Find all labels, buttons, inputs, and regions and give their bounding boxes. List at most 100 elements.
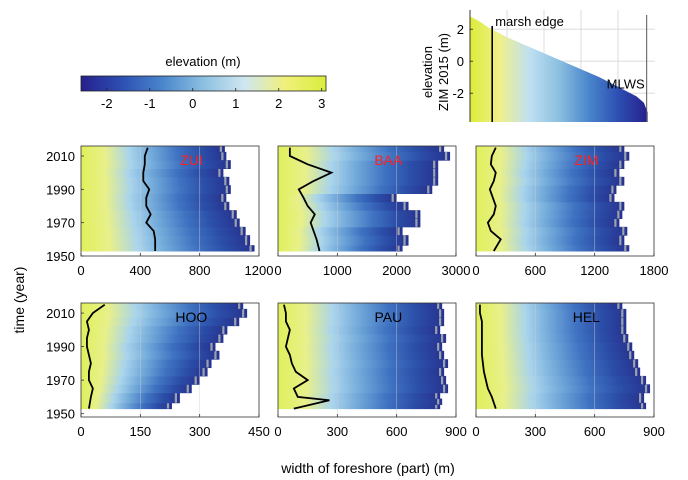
elevation-stripe bbox=[476, 160, 625, 169]
elevation-stripe bbox=[81, 392, 180, 404]
panel-frame bbox=[80, 145, 260, 257]
elevation-stripe bbox=[81, 193, 227, 203]
elevation-stripe bbox=[278, 226, 403, 236]
y-tick-label: 2010 bbox=[46, 306, 75, 321]
elevation-stripe bbox=[476, 350, 635, 360]
panel-frame bbox=[277, 302, 457, 418]
elevation-stripe bbox=[278, 342, 443, 352]
y-tick-label: 1970 bbox=[46, 373, 75, 388]
marsh-edge-label: marsh edge bbox=[495, 14, 564, 29]
profile-tick-label: 2 bbox=[457, 22, 464, 37]
elevation-stripe bbox=[81, 218, 240, 228]
x-tick-label: 600 bbox=[386, 424, 408, 439]
x-axis-title: width of foreshore (part) (m) bbox=[280, 460, 455, 476]
elevation-stripe bbox=[476, 359, 639, 369]
x-tick-label: 900 bbox=[643, 424, 665, 439]
x-tick-label: 0 bbox=[472, 424, 479, 439]
panel-baa: BAA 0 1000 2000 3000 bbox=[274, 145, 470, 278]
profile-ylabel-line: elevation bbox=[420, 46, 435, 98]
elevation-stripe bbox=[81, 146, 225, 153]
elevation-stripe bbox=[81, 226, 246, 236]
x-tick-label: 1000 bbox=[323, 263, 352, 278]
elevation-stripe bbox=[476, 384, 651, 394]
elevation-stripe bbox=[278, 160, 439, 169]
site-label: HOO bbox=[175, 309, 207, 325]
elevation-stripe bbox=[476, 317, 627, 327]
elevation-stripe bbox=[81, 176, 230, 186]
profile-ylabel: elevationZIM 2015 (m) bbox=[420, 33, 451, 111]
elevation-stripe bbox=[278, 367, 445, 377]
y-axis-title: time (year) bbox=[11, 267, 27, 334]
elevation-stripe bbox=[476, 146, 625, 153]
x-tick-label: 300 bbox=[326, 424, 348, 439]
x-tick-label: 0 bbox=[77, 424, 84, 439]
x-tick-label: 2000 bbox=[382, 263, 411, 278]
elevation-stripe bbox=[278, 404, 441, 410]
profile-tick-label: -2 bbox=[452, 86, 464, 101]
y-tick-label: 1990 bbox=[46, 340, 75, 355]
panel-hoo: HOO 0 150 300 450 bbox=[77, 302, 270, 439]
colorbar-tick-label: 2 bbox=[275, 96, 282, 111]
elevation-stripe bbox=[476, 193, 615, 203]
elevation-stripe bbox=[278, 334, 447, 343]
elevation-stripe bbox=[278, 151, 451, 161]
elevation-stripe bbox=[476, 367, 641, 377]
elevation-stripe bbox=[81, 325, 228, 335]
elevation-stripe bbox=[476, 185, 617, 194]
elevation-stripe bbox=[81, 210, 237, 219]
elevation-stripe bbox=[278, 384, 449, 394]
x-tick-label: 900 bbox=[445, 424, 467, 439]
elevation-stripe bbox=[278, 303, 443, 310]
panel-zui: ZUI 0 400 800 1200 bbox=[77, 145, 273, 278]
elevation-stripe bbox=[81, 201, 230, 211]
profile-ylabel-text: elevationZIM 2015 (m) bbox=[420, 33, 451, 111]
elevation-stripe bbox=[81, 245, 255, 252]
elevation-stripe bbox=[278, 350, 445, 360]
elevation-stripe bbox=[278, 325, 441, 335]
y-tick-label: 1950 bbox=[46, 407, 75, 422]
x-tick-label: 400 bbox=[129, 263, 151, 278]
panel-frame bbox=[277, 145, 457, 257]
panel-frame bbox=[475, 145, 655, 257]
elevation-stripe bbox=[278, 398, 443, 405]
site-label: HEL bbox=[573, 309, 600, 325]
site-label: BAA bbox=[374, 152, 403, 168]
elevation-stripe bbox=[81, 384, 192, 394]
elevation-stripe bbox=[476, 392, 645, 404]
marsh-edge-line bbox=[486, 147, 502, 252]
elevation-stripe bbox=[476, 308, 627, 318]
profile-area bbox=[470, 16, 648, 122]
elevation-stripe bbox=[81, 185, 231, 194]
panel-frame bbox=[80, 302, 260, 418]
elevation-stripe bbox=[81, 367, 208, 377]
y-tick-label: 1970 bbox=[46, 216, 75, 231]
x-tick-label: 1200 bbox=[580, 263, 609, 278]
colorbar-title: elevation (m) bbox=[165, 54, 240, 69]
elevation-stripe bbox=[278, 176, 439, 186]
elevation-stripe bbox=[278, 308, 445, 318]
elevation-stripe bbox=[81, 160, 231, 169]
mlws-label: MLWS bbox=[607, 76, 645, 91]
elevation-stripe bbox=[476, 402, 647, 410]
elevation-stripe bbox=[81, 317, 240, 327]
marsh-edge-line bbox=[85, 303, 106, 409]
elevation-stripe bbox=[278, 245, 403, 252]
elevation-stripe bbox=[81, 151, 227, 161]
colorbar-tick-label: 0 bbox=[189, 96, 196, 111]
elevation-stripe bbox=[81, 235, 251, 246]
y-tick-label: 1990 bbox=[46, 182, 75, 197]
elevation-stripe bbox=[476, 334, 629, 343]
elevation-stripe bbox=[278, 185, 433, 194]
x-tick-label: 0 bbox=[274, 263, 281, 278]
panel-pau: PAU 0 300 600 900 bbox=[274, 302, 467, 439]
panel-zim: ZIM 0 600 1200 1800 bbox=[472, 145, 668, 278]
colorbar-tick-label: -1 bbox=[144, 96, 156, 111]
elevation-stripe bbox=[476, 218, 620, 228]
elevation-stripe bbox=[278, 210, 421, 219]
x-tick-label: 600 bbox=[524, 263, 546, 278]
x-tick-label: 300 bbox=[524, 424, 546, 439]
x-tick-label: 0 bbox=[472, 263, 479, 278]
elevation-stripe bbox=[476, 342, 633, 352]
